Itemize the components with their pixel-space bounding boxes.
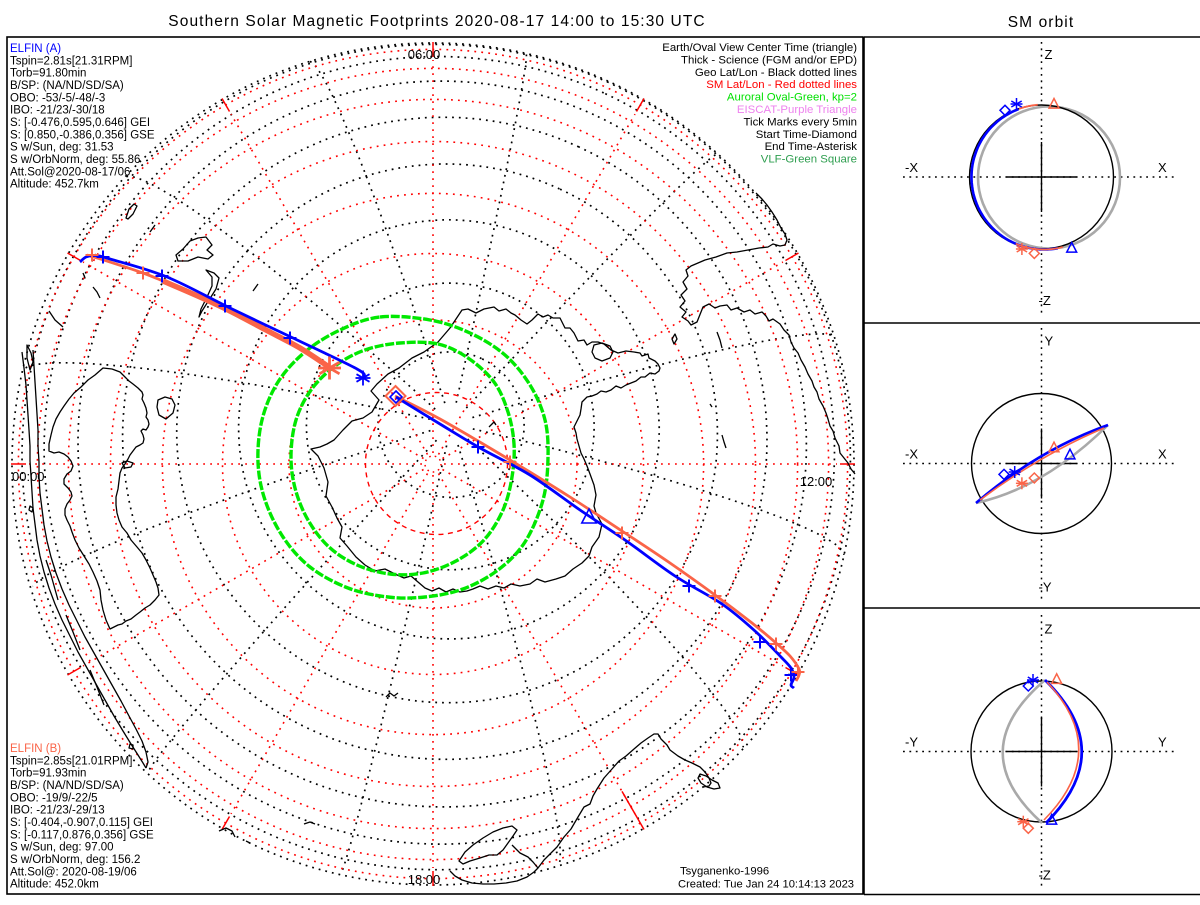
svg-text:Tspin=2.81s[21.31RPM]: Tspin=2.81s[21.31RPM] <box>10 55 132 67</box>
svg-text:Tick Marks every 5min: Tick Marks every 5min <box>744 116 858 128</box>
svg-text:12:00: 12:00 <box>800 474 833 489</box>
svg-text:Southern Solar Magnetic Footpr: Southern Solar Magnetic Footprints 2020-… <box>168 13 705 30</box>
svg-text:End Time-Asterisk: End Time-Asterisk <box>765 141 858 153</box>
svg-text:IBO: -21/23/-29/13: IBO: -21/23/-29/13 <box>10 805 105 817</box>
svg-text:Tsyganenko-1996: Tsyganenko-1996 <box>680 866 769 878</box>
svg-text:SM Lat/Lon - Red dotted lines: SM Lat/Lon - Red dotted lines <box>706 79 857 91</box>
svg-text:Altitude: 452.7km: Altitude: 452.7km <box>10 179 99 191</box>
svg-text:B/SP: (NA/ND/SD/SA): B/SP: (NA/ND/SD/SA) <box>10 780 124 792</box>
svg-text:S w/Sun, deg: 97.00: S w/Sun, deg: 97.00 <box>10 842 114 854</box>
svg-text:S: [0.850,-0.386,0.356] GSE: S: [0.850,-0.386,0.356] GSE <box>10 129 155 141</box>
svg-text:-Y: -Y <box>905 735 918 750</box>
svg-text:Earth/Oval View Center Time (t: Earth/Oval View Center Time (triangle) <box>662 42 857 54</box>
svg-text:IBO: -21/23/-30/18: IBO: -21/23/-30/18 <box>10 105 105 117</box>
svg-text:Thick - Science (FGM and/or EP: Thick - Science (FGM and/or EPD) <box>681 54 857 66</box>
svg-text:ELFIN (A): ELFIN (A) <box>10 43 61 55</box>
svg-text:S: [-0.476,0.595,0.646] GEI: S: [-0.476,0.595,0.646] GEI <box>10 117 150 129</box>
svg-text:-Z: -Z <box>1039 293 1051 308</box>
svg-text:Torb=91.80min: Torb=91.80min <box>10 68 86 80</box>
svg-text:18:00: 18:00 <box>408 872 441 887</box>
svg-text:S w/OrbNorm, deg: 55.86: S w/OrbNorm, deg: 55.86 <box>10 154 140 166</box>
svg-text:X: X <box>1158 447 1167 462</box>
svg-text:Z: Z <box>1045 622 1053 637</box>
svg-text:B/SP: (NA/ND/SD/SA): B/SP: (NA/ND/SD/SA) <box>10 80 124 92</box>
svg-text:S: [-0.404,-0.907,0.115] GEI: S: [-0.404,-0.907,0.115] GEI <box>10 817 153 829</box>
svg-text:Geo Lat/Lon - Black dotted lin: Geo Lat/Lon - Black dotted lines <box>695 67 857 79</box>
svg-text:06:00: 06:00 <box>408 47 441 62</box>
svg-text:Created: Tue Jan 24 10:14:13 2: Created: Tue Jan 24 10:14:13 2023 <box>678 879 854 891</box>
svg-text:S w/OrbNorm, deg: 156.2: S w/OrbNorm, deg: 156.2 <box>10 854 140 866</box>
svg-text:-X: -X <box>905 160 918 175</box>
svg-text:S: [-0.117,0.876,0.356] GSE: S: [-0.117,0.876,0.356] GSE <box>10 829 154 841</box>
svg-text:OBO: -19/9/-22/5: OBO: -19/9/-22/5 <box>10 792 98 804</box>
svg-text:EISCAT-Purple Triangle: EISCAT-Purple Triangle <box>737 104 857 116</box>
svg-text:S w/Sun, deg: 31.53: S w/Sun, deg: 31.53 <box>10 142 114 154</box>
svg-text:Y: Y <box>1158 735 1167 750</box>
svg-text:00:00: 00:00 <box>12 469 45 484</box>
svg-text:Att.Sol@: 2020-08-19/06: Att.Sol@: 2020-08-19/06 <box>10 866 137 878</box>
svg-text:Altitude: 452.0km: Altitude: 452.0km <box>10 879 99 891</box>
svg-text:Att.Sol@2020-08-17/06: Att.Sol@2020-08-17/06 <box>10 166 130 178</box>
svg-text:VLF-Green Square: VLF-Green Square <box>761 154 857 166</box>
svg-text:Start Time-Diamond: Start Time-Diamond <box>756 129 857 141</box>
svg-text:SM orbit: SM orbit <box>1008 14 1075 31</box>
svg-text:Y: Y <box>1045 334 1054 349</box>
svg-text:OBO: -53/-5/-48/-3: OBO: -53/-5/-48/-3 <box>10 92 105 104</box>
svg-text:-X: -X <box>905 447 918 462</box>
svg-text:ELFIN (B): ELFIN (B) <box>10 743 61 755</box>
svg-text:-Y: -Y <box>1039 580 1052 595</box>
svg-text:Torb=91.93min: Torb=91.93min <box>10 768 86 780</box>
svg-text:Auroral Oval-Green, kp=2: Auroral Oval-Green, kp=2 <box>727 92 857 104</box>
svg-text:-Z: -Z <box>1039 868 1051 883</box>
svg-text:Z: Z <box>1045 47 1053 62</box>
svg-text:X: X <box>1158 160 1167 175</box>
svg-text:Tspin=2.85s[21.01RPM]: Tspin=2.85s[21.01RPM] <box>10 755 132 767</box>
